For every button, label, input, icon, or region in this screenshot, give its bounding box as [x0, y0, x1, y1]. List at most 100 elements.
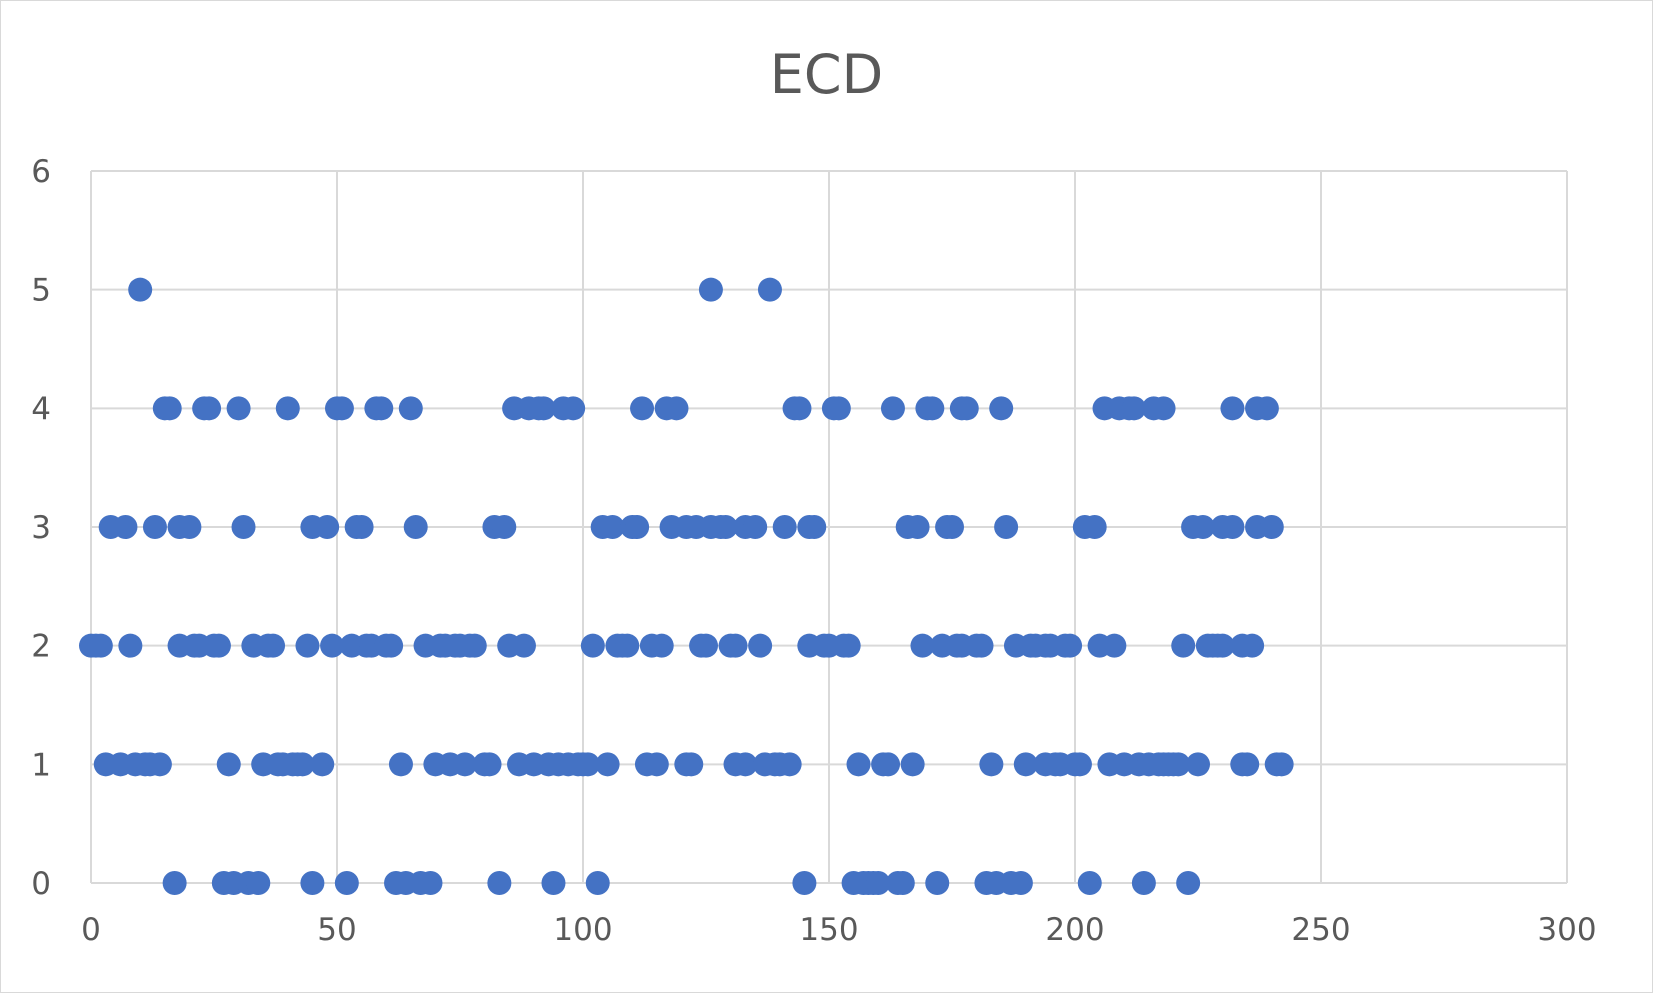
data-point — [575, 752, 600, 777]
data-point — [866, 871, 891, 895]
data-point — [846, 752, 871, 777]
data-point — [379, 633, 404, 658]
data-point — [1210, 633, 1235, 658]
data-point — [128, 277, 153, 302]
data-point — [300, 871, 325, 895]
data-point — [315, 515, 340, 539]
data-point — [261, 633, 286, 658]
data-point — [694, 633, 718, 658]
data-point — [925, 871, 950, 895]
data-point — [246, 871, 271, 895]
chart-title: ECD — [769, 43, 884, 106]
data-point — [1176, 871, 1201, 895]
data-point — [157, 396, 182, 421]
data-point — [492, 515, 517, 539]
data-point — [772, 515, 797, 539]
data-point — [876, 752, 901, 777]
data-point — [698, 277, 723, 302]
y-tick-label: 6 — [31, 154, 51, 190]
data-point — [206, 633, 231, 658]
data-point — [487, 871, 512, 895]
data-point — [1166, 752, 1191, 777]
data-point — [1013, 752, 1038, 777]
y-tick-label: 0 — [31, 866, 51, 902]
data-point — [541, 871, 566, 895]
data-point — [757, 277, 782, 302]
x-tick-label: 250 — [1291, 912, 1350, 948]
data-point — [1269, 752, 1294, 777]
data-point — [625, 515, 650, 539]
data-point — [162, 871, 187, 895]
data-point — [826, 396, 851, 421]
data-point — [216, 752, 241, 777]
x-tick-label: 100 — [553, 912, 612, 948]
data-point — [630, 396, 655, 421]
data-point — [787, 396, 812, 421]
data-point — [561, 396, 586, 421]
data-point — [595, 752, 620, 777]
data-point — [920, 396, 945, 421]
y-tick-label: 2 — [31, 629, 51, 665]
data-point — [900, 752, 925, 777]
data-point — [989, 396, 1014, 421]
data-point — [905, 515, 930, 539]
data-point — [979, 752, 1004, 777]
data-point — [585, 871, 610, 895]
data-point — [1008, 871, 1033, 895]
data-point — [334, 871, 359, 895]
data-point — [1082, 515, 1107, 539]
data-point — [910, 633, 935, 658]
data-point — [890, 871, 915, 895]
x-tick-label: 150 — [799, 912, 858, 948]
x-tick-label: 0 — [81, 912, 101, 948]
y-tick-label: 4 — [31, 391, 51, 427]
data-point — [118, 633, 143, 658]
data-point — [600, 515, 625, 539]
y-tick-label: 5 — [31, 273, 51, 309]
x-tick-label: 50 — [317, 912, 356, 948]
data-point — [733, 752, 758, 777]
data-point — [954, 396, 979, 421]
data-point — [295, 633, 320, 658]
data-point — [1102, 633, 1127, 658]
y-tick-label: 1 — [31, 747, 51, 783]
data-point — [644, 752, 669, 777]
data-point — [649, 633, 674, 658]
data-point — [836, 633, 861, 658]
data-point — [1131, 871, 1156, 895]
data-point — [177, 515, 202, 539]
data-point — [147, 752, 172, 777]
data-point — [290, 752, 315, 777]
data-point — [403, 515, 428, 539]
data-point — [113, 515, 138, 539]
data-point — [1220, 396, 1245, 421]
data-point — [226, 396, 251, 421]
data-point — [320, 633, 345, 658]
data-point — [664, 396, 689, 421]
data-point — [231, 515, 256, 539]
data-point — [142, 515, 167, 539]
data-point — [792, 871, 817, 895]
data-point — [1220, 515, 1245, 539]
data-point — [713, 515, 738, 539]
y-tick-label: 3 — [31, 510, 51, 546]
data-point — [1171, 633, 1196, 658]
data-point — [1067, 752, 1092, 777]
data-point — [615, 633, 640, 658]
data-point — [994, 515, 1019, 539]
data-point — [349, 515, 374, 539]
data-point — [1254, 396, 1279, 421]
data-point — [531, 396, 556, 421]
data-point — [1186, 752, 1210, 777]
data-point — [743, 515, 768, 539]
x-tick-label: 200 — [1045, 912, 1104, 948]
data-point — [310, 752, 335, 777]
data-point — [1235, 752, 1260, 777]
data-point — [197, 396, 222, 421]
data-point — [388, 752, 413, 777]
data-point — [969, 633, 994, 658]
data-point — [580, 633, 605, 658]
data-point — [1151, 396, 1176, 421]
data-point — [679, 752, 704, 777]
